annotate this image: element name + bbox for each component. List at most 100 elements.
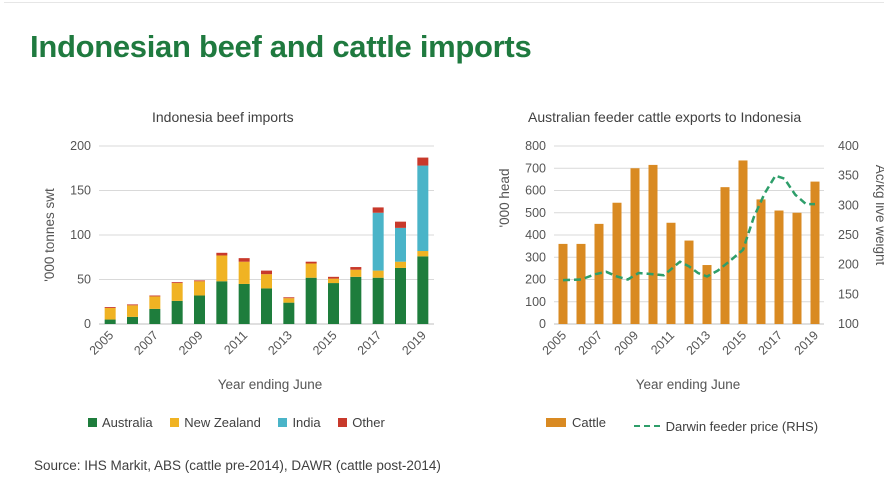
page-title: Indonesian beef and cattle imports [30,29,532,64]
cattle-bar [612,202,622,324]
beef-x-tick-label: 2011 [221,328,250,357]
darwin-price-swatch [633,425,660,427]
cattle-x-tick-label: 2019 [792,328,822,358]
cattle-x-tick-label: 2015 [720,328,750,358]
beef-y-tick-label: 150 [70,184,91,198]
beef-bar-other [350,267,362,270]
beef-chart-legend: Australia New Zealand India Other [88,415,399,430]
cattle-y-right-tick-label: 400 [838,139,859,153]
india-swatch [278,418,288,427]
beef-bar-other [104,307,116,308]
cattle-bar [702,265,712,324]
legend-label-darwin-price: Darwin feeder price (RHS) [665,418,819,434]
cattle-bar [756,199,766,324]
beef-bar-other [238,258,250,262]
new-zealand-swatch [170,418,180,427]
beef-y-axis-label: '000 tonnes swt [42,188,57,282]
legend-item-other: Other [338,415,385,430]
beef-bar-other [395,221,406,228]
cattle-y-tick-label: 800 [525,139,546,153]
beef-y-tick-label: 50 [77,273,91,287]
beef-bar-other [328,276,339,279]
legend-label-other: Other [352,415,385,430]
beef-bar-new-zealand [372,270,384,278]
beef-bar-new-zealand [350,269,362,277]
cattle-y-tick-label: 0 [539,317,546,331]
beef-bar-other [372,207,384,213]
other-swatch [338,418,348,427]
beef-chart-title: Indonesia beef imports [152,109,294,125]
cattle-y-right-axis-label: Ac/kg live weight [873,165,884,266]
beef-bar-other [305,261,317,264]
cattle-y-tick-label: 200 [525,273,546,287]
cattle-y-tick-label: 600 [525,184,546,198]
beef-x-tick-label: 2005 [87,328,117,358]
legend-item-australia: Australia [88,415,153,430]
cattle-x-tick-label: 2011 [648,328,677,357]
beef-bar-other [194,280,205,282]
beef-bar-other [171,282,183,284]
cattle-y-right-tick-label: 200 [838,258,859,272]
beef-bar-australia [417,256,429,324]
beef-bar-new-zealand [305,263,317,278]
cattle-x-axis-label: Year ending June [636,377,741,392]
cattle-bar [630,168,640,324]
beef-bar-australia [238,283,250,324]
cattle-bar [738,160,748,324]
beef-bar-australia [372,277,384,324]
cattle-bar [576,243,586,324]
cattle-chart-title: Australian feeder cattle exports to Indo… [528,109,802,125]
beef-bar-new-zealand [417,251,429,257]
beef-bar-australia [261,288,272,324]
beef-bar-australia [395,267,406,324]
legend-label-new-zealand: New Zealand [184,415,261,430]
cattle-bar [648,164,658,324]
cattle-bar [558,243,568,324]
cattle-y-tick-label: 300 [525,250,546,264]
legend-item-cattle: Cattle [546,415,606,430]
beef-bar-new-zealand [238,261,250,284]
beef-bar-new-zealand [127,305,138,317]
cattle-bar [684,240,694,324]
beef-bar-new-zealand [149,296,161,309]
beef-y-tick-label: 100 [70,228,91,242]
beef-bar-other [261,270,272,275]
beef-x-tick-label: 2007 [131,328,161,358]
cattle-x-tick-label: 2013 [684,328,714,358]
beef-bar-india [395,227,406,262]
beef-bar-australia [127,316,138,324]
beef-x-axis-label: Year ending June [218,377,323,392]
cattle-bar [810,181,820,324]
beef-bar-other [283,297,295,299]
cattle-y-right-tick-label: 250 [838,228,859,242]
legend-label-india: India [292,415,321,430]
beef-y-tick-label: 200 [70,139,91,153]
beef-bar-new-zealand [216,255,228,282]
source-note: Source: IHS Markit, ABS (cattle pre-2014… [34,458,441,473]
beef-bar-australia [350,276,362,324]
beef-bar-new-zealand [283,298,295,303]
beef-bar-australia [171,300,183,324]
cattle-bar [666,222,676,324]
beef-bar-other [417,157,429,166]
beef-x-tick-label: 2015 [310,328,340,358]
cattle-x-tick-label: 2007 [576,328,606,358]
australia-swatch [88,418,97,427]
page: Indonesian beef and cattle imports Indon… [4,2,884,483]
beef-bar-new-zealand [261,274,272,289]
beef-bar-other [216,252,228,256]
legend-item-new-zealand: New Zealand [170,415,261,430]
cattle-y-tick-label: 100 [525,295,546,309]
beef-bar-india [417,165,429,252]
legend-label-cattle: Cattle [572,415,606,430]
cattle-bar [774,210,784,324]
beef-bar-australia [328,283,339,324]
beef-bar-australia [149,308,161,324]
cattle-chart-legend: Cattle Darwin feeder price (RHS) [546,415,832,434]
cattle-y-right-tick-label: 150 [838,287,859,301]
beef-x-tick-label: 2009 [176,328,206,358]
cattle-x-tick-label: 2009 [612,328,642,358]
cattle-y-right-tick-label: 350 [838,169,859,183]
cattle-x-tick-label: 2017 [756,328,786,358]
